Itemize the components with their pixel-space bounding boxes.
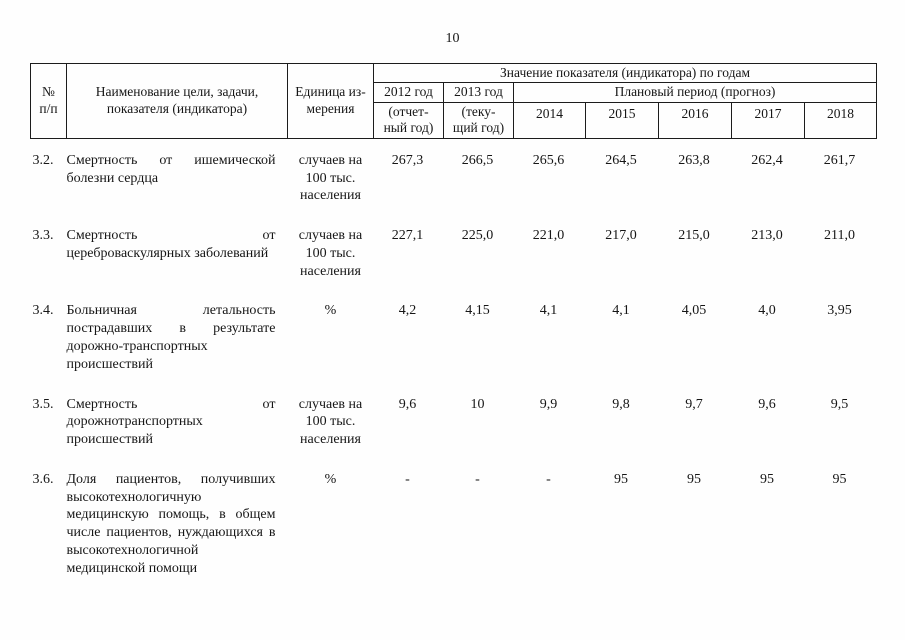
indicator-unit: случаев на 100 тыс. населения	[298, 396, 363, 448]
table-row: 3.6. Доля пациентов, получивших высокоте…	[31, 471, 877, 600]
indicators-table: № п/п Наименование цели, задачи, показат…	[30, 62, 878, 599]
value-2018: 3,95	[827, 303, 852, 319]
indicator-name: Смертность от дорожнотранспортных происш…	[66, 396, 276, 448]
value-2012: 227,1	[391, 228, 424, 244]
header-year-2012: 2012 год	[373, 82, 444, 103]
value-2017: 213,0	[751, 228, 783, 244]
indicator-unit: %	[324, 471, 337, 487]
value-2016: 9,7	[685, 396, 703, 412]
value-2014: 4,1	[539, 303, 558, 319]
row-number: 3.2.	[32, 152, 54, 168]
value-2012: -	[405, 471, 410, 487]
row-number: 3.4.	[32, 303, 54, 319]
table-body: 3.2. Смертность от ишемической болезни с…	[31, 138, 877, 599]
value-2016: 215,0	[678, 228, 710, 244]
table-row: 3.3. Смертность от цереброваскулярных за…	[31, 227, 877, 302]
value-2013: -	[475, 471, 480, 487]
value-2012: 4,2	[398, 303, 417, 319]
header-plan-year-2014: 2014	[513, 101, 586, 139]
value-2014: 265,6	[532, 152, 565, 168]
value-2018: 95	[832, 471, 847, 487]
value-2014: 221,0	[532, 228, 565, 244]
indicator-unit: %	[324, 303, 337, 319]
header-values-title: Значение показателя (индикатора) по года…	[372, 62, 878, 84]
header-plan-year-2018: 2018	[803, 101, 878, 139]
value-2013: 10	[470, 396, 485, 412]
value-2016: 263,8	[678, 152, 710, 168]
header-year-2013: 2013 год	[443, 82, 514, 103]
table-row: 3.5. Смертность от дорожнотранспортных п…	[31, 396, 877, 471]
table-row: 3.2. Смертность от ишемической болезни с…	[31, 138, 877, 227]
indicator-name: Смертность от цереброваскулярных заболев…	[66, 228, 276, 261]
value-2018: 211,0	[824, 228, 855, 244]
indicator-name: Больничная летальность пострадавших в ре…	[66, 303, 276, 372]
header-year-2012-sub: (отчет- ный год)	[373, 101, 444, 139]
header-plan-year-2017: 2017	[731, 101, 805, 139]
header-row-1: № п/п Наименование цели, задачи, показат…	[30, 62, 878, 139]
header-num: № п/п	[30, 63, 67, 139]
header-name: Наименование цели, задачи, показателя (и…	[66, 63, 288, 139]
value-2013: 266,5	[461, 152, 494, 168]
value-2015: 217,0	[605, 228, 637, 244]
value-2012: 9,6	[398, 396, 417, 412]
table-row: 3.4. Больничная летальность пострадавших…	[31, 302, 877, 395]
value-2017: 95	[760, 471, 774, 487]
table-header: № п/п Наименование цели, задачи, показат…	[30, 62, 878, 139]
value-2015: 264,5	[605, 152, 637, 168]
value-2012: 267,3	[391, 152, 424, 168]
row-number: 3.3.	[32, 228, 54, 244]
value-2017: 4,0	[758, 303, 776, 319]
page-number: 10	[445, 31, 460, 46]
header-plan-year-2015: 2015	[585, 101, 659, 139]
value-2018: 9,5	[830, 396, 849, 412]
header-unit: Единица из- мерения	[287, 63, 374, 139]
header-plan-year-2016: 2016	[658, 101, 732, 139]
header-plan-period: Плановый период (прогноз)	[512, 82, 878, 103]
row-number: 3.5.	[32, 396, 54, 412]
header-row-3: (отчет- ный год) (теку- щий год) 2014 20…	[31, 101, 878, 139]
value-2014: -	[546, 471, 551, 487]
indicator-name: Смертность от ишемической болезни сердца	[66, 152, 276, 186]
header-year-2013-sub: (теку- щий год)	[443, 101, 514, 139]
header-row-2: 2012 год 2013 год Плановый период (прогн…	[31, 82, 878, 103]
indicator-unit: случаев на 100 тыс. населения	[298, 228, 363, 279]
value-2016: 4,05	[681, 303, 707, 319]
value-2015: 95	[614, 471, 628, 487]
indicator-unit: случаев на 100 тыс. населения	[298, 152, 363, 204]
value-2017: 262,4	[751, 152, 783, 168]
value-2014: 9,9	[539, 396, 558, 412]
value-2013: 225,0	[461, 228, 494, 244]
value-2017: 9,6	[758, 396, 776, 412]
row-number: 3.6.	[32, 471, 54, 487]
value-2018: 261,7	[823, 152, 856, 168]
indicator-name: Доля пациентов, получивших высокотехноло…	[66, 471, 276, 576]
value-2013: 4,15	[465, 303, 490, 319]
value-2016: 95	[687, 471, 701, 487]
value-2015: 4,1	[612, 303, 630, 319]
value-2015: 9,8	[612, 396, 630, 412]
